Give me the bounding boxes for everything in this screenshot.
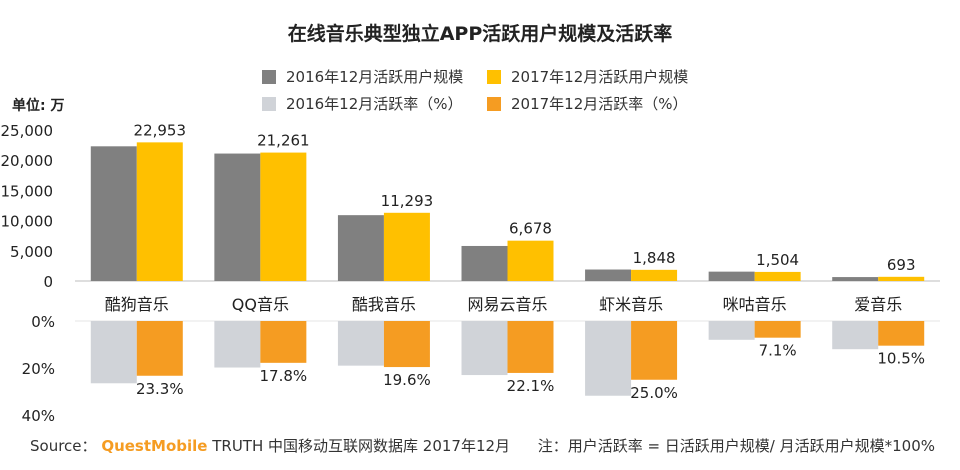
y-tick-label-top: 20,000	[1, 152, 54, 170]
y-tick-label-top: 25,000	[1, 122, 54, 140]
category-label: 虾米音乐	[599, 295, 663, 314]
bar-rate-2017	[507, 321, 554, 373]
data-label-rate-2017: 22.1%	[507, 377, 555, 395]
legend-swatch-mau-2016	[262, 70, 276, 84]
footnote: 注：用户活跃率 = 日活跃用户规模/ 月活跃用户规模*100%	[538, 437, 935, 455]
bar-mau-2016	[461, 245, 508, 281]
category-label: 爱音乐	[854, 295, 902, 314]
data-label-mau-2017: 11,293	[381, 192, 434, 210]
rate-bar-panel: 0% 20% 40% 23.3% 17.8% 19.6% 22.1% 25.0% 7.1% 10.…	[22, 313, 940, 425]
y-tick-label-bottom: 0%	[31, 313, 55, 331]
bar-rate-2016	[90, 321, 137, 384]
bar-mau-2016	[832, 277, 879, 281]
source-brand: QuestMobile	[101, 437, 207, 455]
bar-rate-2016	[214, 321, 261, 368]
bar-mau-2017	[754, 271, 801, 281]
bar-rate-2016	[461, 321, 508, 376]
bar-rate-2016	[585, 321, 632, 396]
y-tick-label-top: 10,000	[1, 213, 54, 231]
data-label-mau-2017: 6,678	[509, 220, 552, 238]
category-label: 咪咕音乐	[723, 295, 787, 314]
bar-mau-2016	[90, 146, 137, 281]
source-rest: TRUTH 中国移动互联网数据库 2017年12月	[211, 437, 510, 455]
bar-mau-2016	[337, 215, 384, 281]
bar-rate-2016	[337, 321, 384, 366]
bar-mau-2017	[631, 269, 678, 281]
bar-mau-2016	[708, 271, 755, 281]
legend-label-mau-2017: 2017年12月活跃用户规模	[511, 68, 688, 86]
category-label: 网易云音乐	[467, 295, 547, 314]
data-label-mau-2017: 1,848	[633, 249, 676, 267]
data-label-rate-2017: 23.3%	[136, 380, 184, 398]
y-tick-label-top: 5,000	[10, 243, 53, 261]
data-label-rate-2017: 7.1%	[759, 342, 797, 360]
y-tick-label-top: 0	[43, 273, 53, 291]
bar-rate-2017	[631, 321, 678, 380]
bar-mau-2017	[260, 152, 307, 281]
category-label: 酷我音乐	[352, 295, 416, 314]
bar-mau-2016	[214, 153, 261, 281]
legend-swatch-mau-2017	[487, 70, 501, 84]
data-label-rate-2017: 19.6%	[383, 371, 431, 389]
y-tick-label-bottom: 20%	[22, 360, 55, 378]
category-label: 酷狗音乐	[105, 295, 169, 314]
bar-rate-2017	[136, 321, 183, 376]
legend-swatch-rate-2017	[487, 97, 501, 111]
bar-mau-2017	[383, 212, 430, 281]
y-tick-label-top: 15,000	[1, 182, 54, 200]
data-label-rate-2017: 10.5%	[877, 350, 925, 368]
bar-mau-2017	[507, 240, 554, 281]
legend-label-rate-2017: 2017年12月活跃率（%）	[511, 95, 688, 113]
source-line: Source： QuestMobile TRUTH 中国移动互联网数据库 201…	[30, 437, 510, 455]
bar-rate-2017	[754, 321, 801, 338]
data-label-rate-2017: 25.0%	[630, 384, 678, 402]
y-tick-label-bottom: 40%	[22, 407, 55, 425]
unit-label: 单位: 万	[12, 97, 64, 114]
data-label-mau-2017: 22,953	[134, 121, 187, 139]
data-label-mau-2017: 21,261	[257, 132, 310, 150]
chart-title: 在线音乐典型独立APP活跃用户规模及活跃率	[288, 22, 673, 45]
category-label: QQ音乐	[232, 295, 289, 314]
data-label-mau-2017: 693	[887, 256, 916, 274]
data-label-rate-2017: 17.8%	[260, 367, 308, 385]
bar-rate-2016	[832, 321, 879, 350]
bar-mau-2016	[585, 269, 632, 281]
legend-swatch-rate-2016	[262, 97, 276, 111]
bar-rate-2017	[260, 321, 307, 363]
legend-label-mau-2016: 2016年12月活跃用户规模	[286, 68, 463, 86]
bar-rate-2017	[878, 321, 925, 346]
bar-rate-2017	[383, 321, 430, 368]
bar-rate-2016	[708, 321, 755, 340]
bar-mau-2017	[136, 142, 183, 281]
legend: 2016年12月活跃用户规模 2017年12月活跃用户规模 2016年12月活跃…	[262, 68, 688, 113]
mau-bar-panel: 25,000 20,000 15,000 10,000 5,000 0 22,953 酷狗音乐…	[1, 121, 940, 314]
source-prefix: Source：	[30, 437, 97, 455]
bar-mau-2017	[878, 276, 925, 281]
legend-label-rate-2016: 2016年12月活跃率（%）	[286, 95, 463, 113]
data-label-mau-2017: 1,504	[756, 251, 799, 269]
